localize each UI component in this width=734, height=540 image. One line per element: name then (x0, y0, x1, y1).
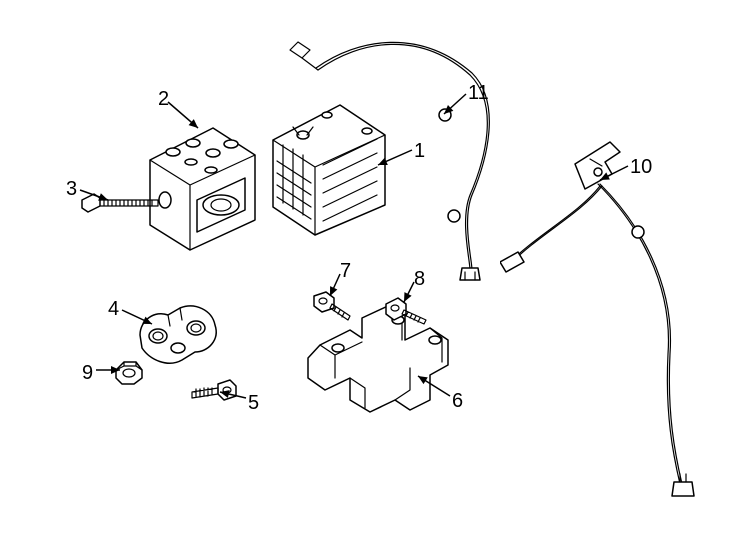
callout-arrows (0, 0, 734, 540)
callout-label-5: 5 (248, 392, 259, 415)
callout-label-9: 9 (82, 362, 93, 385)
callout-label-2: 2 (158, 88, 169, 111)
callout-label-10: 10 (630, 156, 652, 179)
callout-label-4: 4 (108, 298, 119, 321)
callout-label-3: 3 (66, 178, 77, 201)
callout-label-11: 11 (468, 82, 489, 105)
parts-diagram: 1 2 3 4 5 6 7 8 9 10 11 (0, 0, 734, 540)
callout-label-7: 7 (340, 260, 351, 283)
callout-label-8: 8 (414, 268, 425, 291)
callout-label-1: 1 (414, 140, 425, 163)
callout-label-6: 6 (452, 390, 463, 413)
